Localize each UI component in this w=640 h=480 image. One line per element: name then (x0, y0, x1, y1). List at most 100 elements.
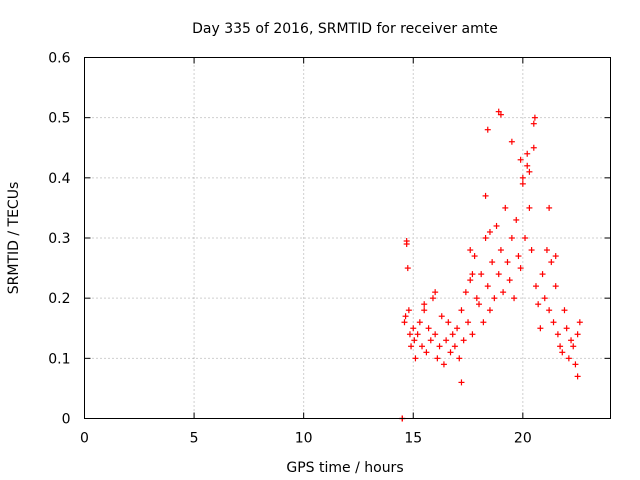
y-tick-label: 0.1 (48, 351, 70, 367)
data-point (467, 277, 474, 284)
data-point (404, 265, 411, 272)
y-axis-title: SRMTID / TECUs (6, 182, 22, 295)
data-point (443, 337, 450, 344)
data-point (438, 313, 445, 320)
data-point (402, 313, 409, 320)
data-point (456, 355, 463, 362)
y-tick-label: 0.3 (48, 231, 70, 247)
data-point (568, 337, 575, 344)
data-point (546, 204, 553, 211)
data-point (406, 331, 413, 338)
data-point (410, 325, 417, 332)
data-point (493, 222, 500, 229)
data-point (416, 319, 423, 326)
data-point (552, 253, 559, 260)
data-point (432, 289, 439, 296)
data-point (462, 289, 469, 296)
data-point (559, 349, 566, 356)
data-point (535, 301, 542, 308)
data-point (449, 331, 456, 338)
data-point (495, 271, 502, 278)
x-tick-label: 15 (404, 431, 422, 447)
x-tick-labels: 0 5 10 15 20 (80, 431, 532, 447)
data-point (427, 337, 434, 344)
data-point (528, 247, 535, 254)
data-point (508, 235, 515, 241)
data-point (486, 307, 493, 314)
data-point (445, 319, 452, 326)
data-point (434, 355, 441, 362)
data-point (508, 138, 515, 145)
data-point (517, 265, 524, 272)
data-point (414, 331, 421, 338)
data-point (495, 108, 502, 115)
data-point (425, 325, 432, 332)
data-point (497, 247, 504, 254)
data-point (570, 343, 577, 350)
data-point (497, 111, 504, 118)
data-point (460, 337, 467, 344)
data-point (524, 150, 531, 157)
data-point (411, 337, 418, 344)
data-point (546, 307, 553, 314)
chart-title: Day 335 of 2016, SRMTID for receiver amt… (192, 21, 498, 37)
y-tick-label: 0.6 (48, 51, 70, 67)
data-points (399, 108, 583, 422)
data-point (522, 235, 529, 241)
data-point (539, 271, 546, 278)
data-point (480, 319, 487, 326)
data-point (469, 331, 476, 338)
data-point (458, 307, 465, 314)
data-point (552, 283, 559, 290)
data-point (519, 174, 526, 181)
data-point (451, 343, 458, 350)
x-axis-title: GPS time / hours (286, 460, 403, 476)
data-point (531, 114, 538, 121)
data-point (429, 295, 436, 302)
data-point (515, 253, 522, 260)
data-point (572, 361, 579, 368)
data-point (530, 144, 537, 151)
data-point (576, 319, 583, 326)
data-point (500, 289, 507, 296)
data-point (484, 283, 491, 290)
data-point (548, 259, 555, 266)
data-point (484, 126, 491, 133)
data-point (440, 361, 447, 368)
data-point (423, 349, 430, 356)
data-point (574, 331, 581, 338)
data-point (405, 307, 412, 314)
data-point (476, 301, 482, 308)
data-point (526, 168, 533, 175)
data-point (412, 355, 419, 362)
data-point (436, 343, 443, 350)
data-point (537, 325, 544, 332)
data-point (557, 343, 564, 350)
grid-lines (84, 57, 611, 419)
y-tick-labels: 0 0.1 0.2 0.3 0.4 0.5 0.6 (48, 51, 70, 428)
data-point (465, 319, 472, 326)
data-point (447, 349, 454, 356)
data-point (482, 192, 489, 199)
data-point (467, 247, 474, 254)
data-point (561, 307, 568, 314)
data-point (454, 325, 461, 332)
data-point (419, 343, 426, 350)
data-point (530, 120, 537, 127)
data-point (491, 295, 498, 302)
data-point (504, 259, 511, 266)
data-point (543, 247, 550, 254)
data-point (489, 259, 496, 266)
data-point (526, 204, 533, 211)
data-point (421, 301, 428, 308)
x-tick-label: 5 (190, 431, 199, 447)
x-tick-label: 10 (295, 431, 313, 447)
data-point (486, 228, 493, 235)
data-point (458, 379, 465, 386)
data-point (550, 319, 557, 326)
data-point (506, 277, 513, 284)
y-tick-label: 0 (62, 412, 71, 428)
data-point (482, 235, 489, 241)
data-point (532, 283, 539, 290)
data-point (541, 295, 548, 302)
